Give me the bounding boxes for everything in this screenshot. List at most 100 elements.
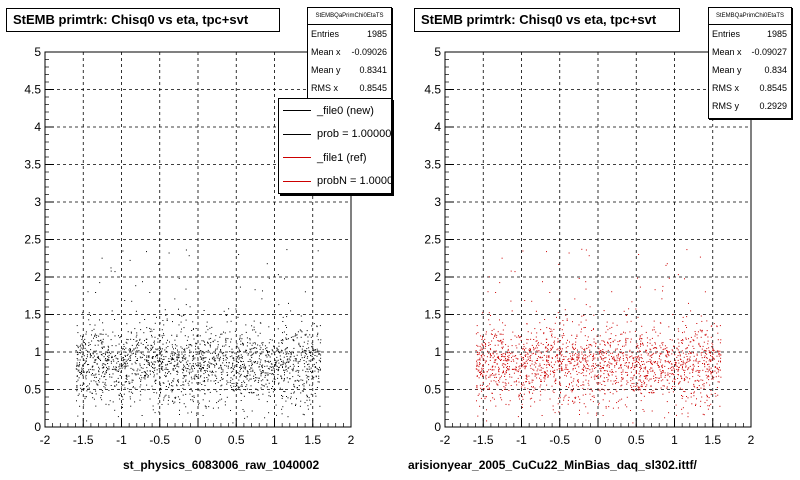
data-point xyxy=(582,358,584,360)
data-point xyxy=(135,363,137,365)
data-point xyxy=(504,389,506,390)
data-point xyxy=(125,347,127,349)
data-point xyxy=(179,398,181,400)
data-point xyxy=(264,361,266,363)
data-point xyxy=(162,343,164,345)
data-point xyxy=(495,381,497,383)
data-point xyxy=(129,398,131,400)
data-point xyxy=(565,372,566,374)
data-point xyxy=(710,393,712,395)
data-point xyxy=(185,357,187,359)
data-point xyxy=(91,365,93,367)
data-point xyxy=(658,365,659,366)
data-point xyxy=(549,373,551,375)
data-point xyxy=(628,362,630,364)
data-point xyxy=(608,375,610,377)
data-point xyxy=(595,353,597,355)
data-point xyxy=(235,361,237,363)
data-point xyxy=(124,300,126,301)
data-point xyxy=(700,352,702,354)
data-point xyxy=(656,347,658,349)
data-point xyxy=(647,375,649,376)
data-point xyxy=(695,380,697,382)
data-point xyxy=(513,360,515,362)
data-point xyxy=(93,355,95,357)
data-point xyxy=(193,397,195,398)
data-point xyxy=(595,363,597,365)
data-point xyxy=(119,337,121,339)
data-point xyxy=(241,384,243,386)
data-point xyxy=(541,356,543,358)
data-point xyxy=(714,366,716,368)
data-point xyxy=(96,357,98,359)
data-point xyxy=(115,381,117,383)
data-point xyxy=(173,402,175,404)
data-point xyxy=(215,371,217,373)
data-point xyxy=(688,338,689,340)
data-point xyxy=(692,367,694,369)
data-point xyxy=(275,404,277,406)
data-point xyxy=(562,369,564,371)
data-point xyxy=(535,310,537,312)
data-point xyxy=(528,383,530,385)
data-point xyxy=(649,361,651,362)
data-point xyxy=(481,343,483,345)
data-point xyxy=(514,355,516,357)
data-point xyxy=(272,386,274,387)
data-point xyxy=(612,393,614,395)
data-point xyxy=(555,383,557,384)
data-point xyxy=(112,359,114,361)
data-point xyxy=(227,381,229,383)
data-point xyxy=(283,362,285,364)
data-point xyxy=(501,359,502,361)
data-point xyxy=(295,403,297,405)
data-point xyxy=(240,400,242,401)
data-point xyxy=(562,343,564,345)
data-point xyxy=(87,388,89,390)
data-point xyxy=(619,358,621,360)
data-point xyxy=(507,368,509,369)
data-point xyxy=(300,354,302,356)
data-point xyxy=(140,352,142,354)
data-point xyxy=(139,339,141,341)
data-point xyxy=(540,394,542,396)
data-point xyxy=(202,368,204,369)
data-point xyxy=(623,352,625,354)
data-point xyxy=(720,339,722,341)
data-point xyxy=(111,376,113,378)
data-point xyxy=(268,342,270,344)
data-point xyxy=(708,347,710,349)
data-point xyxy=(584,354,586,356)
data-point xyxy=(501,341,503,343)
data-point xyxy=(318,353,320,355)
data-point xyxy=(575,397,576,399)
data-point xyxy=(316,355,318,357)
data-point xyxy=(294,386,296,388)
data-point xyxy=(641,384,643,386)
data-point xyxy=(82,312,84,314)
data-point xyxy=(593,397,595,398)
data-point xyxy=(566,350,567,352)
data-point xyxy=(707,375,709,377)
data-point xyxy=(630,367,632,369)
data-point xyxy=(172,385,174,387)
data-point xyxy=(191,411,192,413)
data-point xyxy=(87,385,89,387)
data-point xyxy=(158,263,160,265)
y-tick-label: 0 xyxy=(434,420,441,434)
data-point xyxy=(603,389,605,391)
data-point xyxy=(673,374,675,376)
data-point xyxy=(106,369,107,371)
data-point xyxy=(296,334,298,336)
data-point xyxy=(499,376,501,378)
data-point xyxy=(79,345,81,347)
data-point xyxy=(287,358,289,360)
data-point xyxy=(512,355,514,357)
data-point xyxy=(695,360,697,362)
data-point xyxy=(303,357,305,358)
data-point xyxy=(85,333,87,335)
data-point xyxy=(112,401,114,403)
data-point xyxy=(200,359,202,360)
data-point xyxy=(304,334,306,336)
data-point xyxy=(501,356,502,358)
